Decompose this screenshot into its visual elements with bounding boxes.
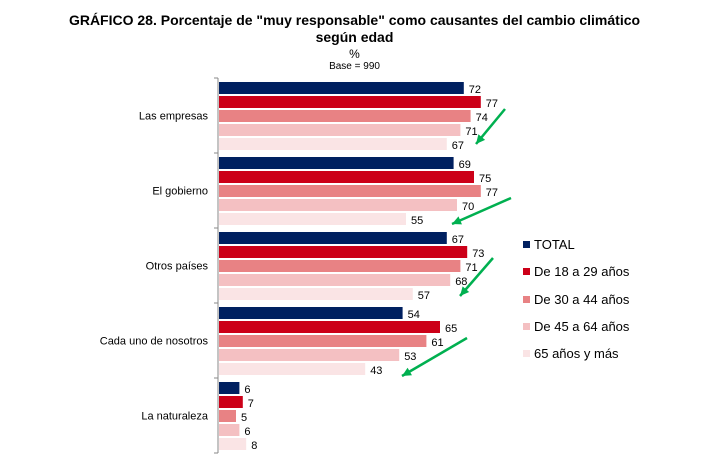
data-label: 43 <box>370 365 382 377</box>
bar <box>219 260 461 272</box>
data-label: 71 <box>465 126 477 138</box>
bar <box>219 82 464 94</box>
data-label: 75 <box>479 173 491 185</box>
bar <box>219 410 236 422</box>
legend-item: De 45 a 64 años <box>523 319 629 334</box>
data-label: 70 <box>462 201 474 213</box>
category-label: Cada uno de nosotros <box>100 336 209 348</box>
bar <box>219 424 240 436</box>
bar <box>219 171 474 183</box>
legend-item: De 30 a 44 años <box>523 292 629 307</box>
legend-swatch <box>523 350 530 358</box>
legend-label: De 45 a 64 años <box>534 318 630 334</box>
bar <box>219 246 468 258</box>
category-label: Otros países <box>146 261 209 273</box>
arrow-annotation <box>451 196 512 226</box>
chart-title: GRÁFICO 28. Porcentaje de "muy responsab… <box>68 12 641 28</box>
legend-label: De 30 a 44 años <box>534 291 630 307</box>
legend-label: TOTAL <box>534 237 575 252</box>
arrow-head <box>460 286 470 296</box>
bar <box>219 288 413 300</box>
data-label: 8 <box>251 440 257 452</box>
bar <box>219 138 447 150</box>
legend-swatch <box>523 241 530 248</box>
data-label: 6 <box>244 384 250 396</box>
data-label: 67 <box>452 234 464 246</box>
data-label: 57 <box>418 290 430 302</box>
arrow-head <box>476 134 486 144</box>
data-label: 6 <box>244 426 250 438</box>
data-label: 68 <box>455 276 467 288</box>
bar <box>219 307 403 319</box>
legend-item: 65 años y más <box>523 346 619 361</box>
chart-base: Base = 990 <box>329 61 380 72</box>
data-label: 7 <box>248 398 254 410</box>
bar <box>219 124 461 136</box>
legend-item: TOTAL <box>523 237 575 252</box>
legend-swatch <box>523 268 530 276</box>
bar <box>219 96 481 108</box>
legend-label: De 18 a 29 años <box>534 264 630 280</box>
bar <box>219 274 451 286</box>
bar <box>219 213 406 225</box>
data-label: 77 <box>486 98 498 110</box>
legend-item: De 18 a 29 años <box>523 264 629 279</box>
data-label: 5 <box>241 412 247 424</box>
data-label: 61 <box>431 337 443 349</box>
category-label: Las empresas <box>139 111 209 123</box>
data-label: 53 <box>404 351 416 363</box>
data-label: 74 <box>476 112 488 124</box>
legend-label: 65 años y más <box>534 346 619 362</box>
legend-swatch <box>523 322 530 330</box>
bar <box>219 396 243 408</box>
data-label: 55 <box>411 215 423 227</box>
bar <box>219 363 366 375</box>
category-label: El gobierno <box>152 186 208 198</box>
chart-title-line2: según edad <box>315 29 394 45</box>
bar <box>219 382 240 394</box>
arrow-head <box>452 216 462 225</box>
legend-swatch <box>523 295 530 303</box>
bar <box>219 199 457 211</box>
data-label: 65 <box>445 323 457 335</box>
arrow-annotation <box>401 336 468 378</box>
bar <box>219 157 454 169</box>
bar <box>219 335 427 347</box>
data-label: 77 <box>486 187 498 199</box>
data-label: 72 <box>469 84 481 96</box>
data-label: 73 <box>472 248 484 260</box>
data-label: 54 <box>408 309 420 321</box>
data-label: 69 <box>459 159 471 171</box>
bar <box>219 110 471 122</box>
category-label: La naturaleza <box>141 411 209 423</box>
chart-unit: % <box>349 47 360 61</box>
bar <box>219 321 440 333</box>
bar <box>219 185 481 197</box>
bar <box>219 349 400 361</box>
arrow-head <box>402 367 412 376</box>
data-label: 71 <box>465 262 477 274</box>
data-label: 67 <box>452 140 464 152</box>
bar <box>219 232 447 244</box>
bar <box>219 438 247 450</box>
